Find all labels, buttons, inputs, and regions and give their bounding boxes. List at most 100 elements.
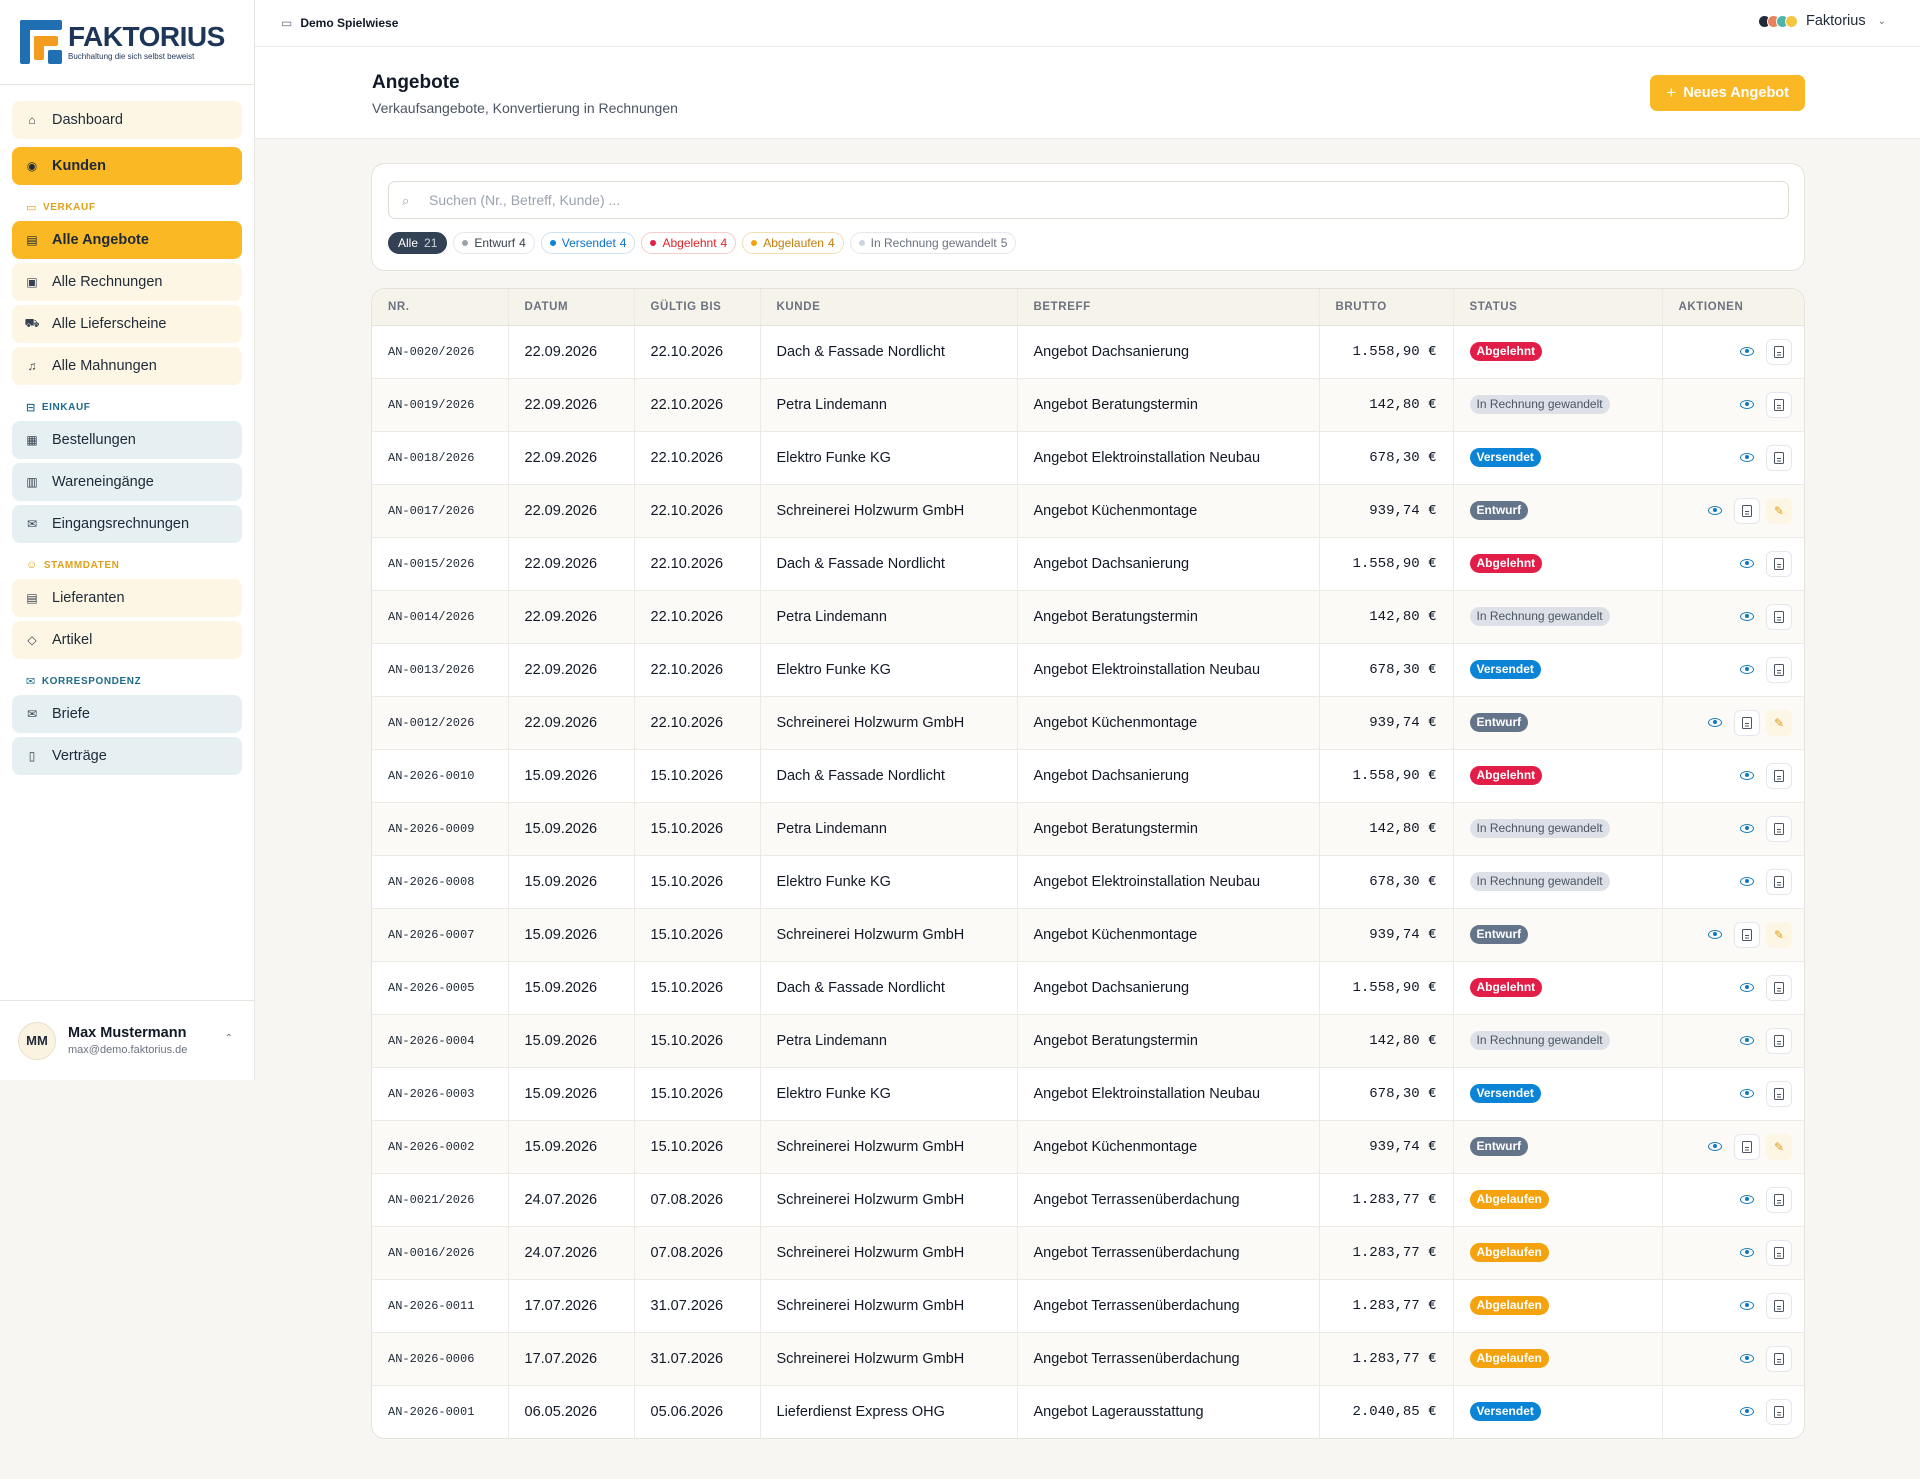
column-header-brutto[interactable]: BRUTTO [1319,289,1454,326]
pdf-button[interactable] [1766,338,1792,365]
pdf-button[interactable] [1766,391,1792,418]
table-row[interactable]: AN-0019/2026 22.09.2026 22.10.2026 Petra Li… [372,378,1804,432]
workspace-name[interactable]: Demo Spielwiese [300,16,399,30]
view-button[interactable] [1702,498,1728,524]
edit-button[interactable]: ✎ [1766,709,1792,736]
table-row[interactable]: AN-2026-0006 17.07.2026 31.07.2026 Schreine… [372,1332,1804,1386]
view-button[interactable] [1734,551,1760,577]
filter-chip-abgelaufen[interactable]: Abgelaufen 4 [742,232,844,254]
pdf-button[interactable] [1766,444,1792,471]
view-button[interactable] [1702,1134,1728,1160]
new-offer-button[interactable]: + Neues Angebot [1650,75,1805,111]
table-row[interactable]: AN-2026-0002 15.09.2026 15.10.2026 Schreine… [372,1120,1804,1174]
pdf-button[interactable] [1766,1239,1792,1266]
view-button[interactable] [1734,339,1760,365]
nav-item-artikel[interactable]: ◇ Artikel [12,621,242,659]
column-header-status[interactable]: STATUS [1453,289,1663,326]
table-row[interactable]: AN-0016/2026 24.07.2026 07.08.2026 Schreine… [372,1226,1804,1280]
view-button[interactable] [1734,763,1760,789]
pdf-button[interactable] [1766,1292,1792,1319]
view-button[interactable] [1734,975,1760,1001]
filter-chip-versendet[interactable]: Versendet 4 [540,232,636,254]
nav-item-alle-angebote[interactable]: ▤ Alle Angebote [12,221,242,259]
app-switcher[interactable]: Faktorius ⌄ [1757,13,1886,29]
table-row[interactable]: AN-2026-0011 17.07.2026 31.07.2026 Schreine… [372,1279,1804,1333]
column-header-kunde[interactable]: KUNDE [760,289,1018,326]
column-header-gueltig-bis[interactable]: GÜLTIG BIS [634,289,761,326]
view-button[interactable] [1734,392,1760,418]
view-button[interactable] [1734,1293,1760,1319]
filter-chip-abgelehnt[interactable]: Abgelehnt 4 [641,232,737,254]
view-button[interactable] [1734,445,1760,471]
view-button[interactable] [1734,1028,1760,1054]
pdf-button[interactable] [1766,656,1792,683]
view-button[interactable] [1734,816,1760,842]
pdf-button[interactable] [1766,550,1792,577]
view-button[interactable] [1734,1240,1760,1266]
filter-chip-entwurf[interactable]: Entwurf 4 [453,232,535,254]
table-row[interactable]: AN-2026-0009 15.09.2026 15.10.2026 Petra Li… [372,802,1804,856]
pdf-button[interactable] [1734,1133,1760,1160]
view-button[interactable] [1734,1187,1760,1213]
filter-chip-gewandelt[interactable]: In Rechnung gewandelt 5 [849,232,1017,254]
nav-item-bestellungen[interactable]: ▦ Bestellungen [12,421,242,459]
pdf-button[interactable] [1766,868,1792,895]
nav-item-kunden[interactable]: ◉ Kunden [12,147,242,185]
pdf-button[interactable] [1766,974,1792,1001]
table-row[interactable]: AN-0017/2026 22.09.2026 22.10.2026 Schreine… [372,484,1804,538]
column-header-betreff[interactable]: BETREFF [1017,289,1320,326]
pdf-button[interactable] [1766,762,1792,789]
view-button[interactable] [1734,869,1760,895]
view-button[interactable] [1702,710,1728,736]
edit-button[interactable]: ✎ [1766,497,1792,524]
view-button[interactable] [1734,1346,1760,1372]
nav-item-alle-lieferscheine[interactable]: ⛟ Alle Lieferscheine [12,305,242,343]
view-button[interactable] [1734,1081,1760,1107]
table-row[interactable]: AN-2026-0003 15.09.2026 15.10.2026 Elektro … [372,1067,1804,1121]
pdf-button[interactable] [1766,603,1792,630]
table-row[interactable]: AN-2026-0010 15.09.2026 15.10.2026 Dach & F… [372,749,1804,803]
table-row[interactable]: AN-2026-0001 06.05.2026 05.06.2026 Lieferdi… [372,1385,1804,1438]
table-row[interactable]: AN-0021/2026 24.07.2026 07.08.2026 Schreine… [372,1173,1804,1227]
search-input[interactable] [429,182,1769,218]
pdf-button[interactable] [1766,1345,1792,1372]
column-header-nr[interactable]: NR. [372,289,509,326]
pdf-button[interactable] [1766,1398,1792,1425]
filter-chip-all[interactable]: Alle 21 [388,232,448,254]
view-button[interactable] [1702,922,1728,948]
pdf-button[interactable] [1766,1186,1792,1213]
nav-item-alle-mahnungen[interactable]: ♫ Alle Mahnungen [12,347,242,385]
view-button[interactable] [1734,657,1760,683]
table-row[interactable]: AN-0013/2026 22.09.2026 22.10.2026 Elektro … [372,643,1804,697]
table-row[interactable]: AN-0020/2026 22.09.2026 22.10.2026 Dach & F… [372,325,1804,379]
edit-button[interactable]: ✎ [1766,1133,1792,1160]
nav-item-alle-rechnungen[interactable]: ▣ Alle Rechnungen [12,263,242,301]
nav-item-wareneingaenge[interactable]: ▥ Wareneingänge [12,463,242,501]
nav-item-eingangsrechnungen[interactable]: ✉ Eingangsrechnungen [12,505,242,543]
brand-logo[interactable]: FAKTORIUS Buchhaltung die sich selbst be… [0,0,254,85]
nav-item-lieferanten[interactable]: ▤ Lieferanten [12,579,242,617]
pdf-button[interactable] [1734,497,1760,524]
nav-item-vertraege[interactable]: ▯ Verträge [12,737,242,775]
table-row[interactable]: AN-0015/2026 22.09.2026 22.10.2026 Dach & F… [372,537,1804,591]
pdf-button[interactable] [1734,921,1760,948]
nav-item-dashboard[interactable]: ⌂ Dashboard [12,101,242,139]
table-row[interactable]: AN-2026-0005 15.09.2026 15.10.2026 Dach & F… [372,961,1804,1015]
table-row[interactable]: AN-2026-0007 15.09.2026 15.10.2026 Schreine… [372,908,1804,962]
table-row[interactable]: AN-0014/2026 22.09.2026 22.10.2026 Petra Li… [372,590,1804,644]
pdf-button[interactable] [1766,1027,1792,1054]
edit-button[interactable]: ✎ [1766,921,1792,948]
pdf-button[interactable] [1766,1080,1792,1107]
user-menu[interactable]: MM Max Mustermann max@demo.faktorius.de … [0,1000,255,1080]
view-button[interactable] [1734,604,1760,630]
nav-item-briefe[interactable]: ✉ Briefe [12,695,242,733]
pdf-button[interactable] [1766,815,1792,842]
table-row[interactable]: AN-0018/2026 22.09.2026 22.10.2026 Elektro … [372,431,1804,485]
table-row[interactable]: AN-2026-0004 15.09.2026 15.10.2026 Petra Li… [372,1014,1804,1068]
pdf-button[interactable] [1734,709,1760,736]
table-row[interactable]: AN-2026-0008 15.09.2026 15.10.2026 Elektro … [372,855,1804,909]
table-row[interactable]: AN-0012/2026 22.09.2026 22.10.2026 Schreine… [372,696,1804,750]
view-button[interactable] [1734,1399,1760,1425]
clipboard-icon: ▤ [26,233,38,247]
column-header-datum[interactable]: DATUM [508,289,635,326]
